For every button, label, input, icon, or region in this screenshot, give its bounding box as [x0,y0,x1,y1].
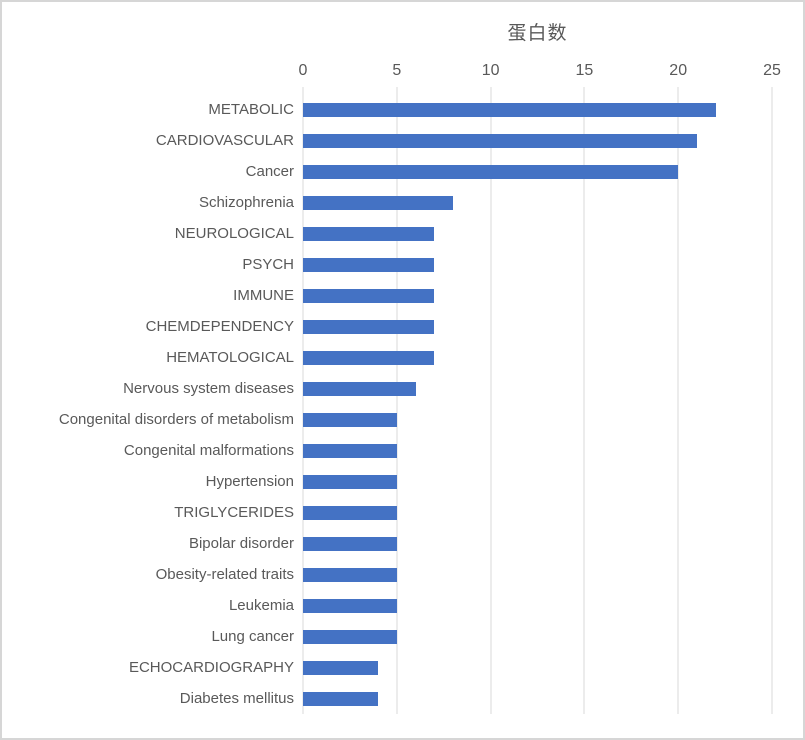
category-label-cardiovascular: CARDIOVASCULAR [155,132,294,149]
x-tick-label-5: 5 [392,62,402,79]
category-label-lung-cancer: Lung cancer [211,628,294,645]
x-tick-label-25: 25 [763,62,781,79]
category-label-obesity-related-traits: Obesity-related traits [155,566,294,583]
category-label-chemdependency: CHEMDEPENDENCY [145,318,294,335]
category-label-schizophrenia: Schizophrenia [198,194,294,211]
bar-row-neurological [303,218,772,249]
bar-row-congenital-disorders-of-metabolism [303,404,772,435]
bar-diabetes-mellitus [303,691,379,706]
bar-congenital-disorders-of-metabolism [303,412,397,427]
bar-chemdependency [303,319,435,334]
bar-row-hematological [303,342,772,373]
category-label-nervous-system-diseases: Nervous system diseases [123,380,294,397]
bar-schizophrenia [303,195,454,210]
bar-row-lung-cancer [303,621,772,652]
category-label-hypertension: Hypertension [205,473,294,490]
bar-cancer [303,164,679,179]
gridline-10 [490,87,492,714]
bar-cardiovascular [303,133,697,148]
bar-row-obesity-related-traits [303,559,772,590]
category-label-echocardiography: ECHOCARDIOGRAPHY [128,659,294,676]
bar-row-congenital-malformations [303,435,772,466]
bar-row-diabetes-mellitus [303,683,772,714]
bar-row-echocardiography [303,652,772,683]
category-label-congenital-disorders-of-metabolism: Congenital disorders of metabolism [58,411,294,428]
bar-lung-cancer [303,629,397,644]
bar-row-metabolic [303,94,772,125]
category-axis-line [302,87,304,714]
bar-row-leukemia [303,590,772,621]
gridline-15 [583,87,585,714]
bar-congenital-malformations [303,443,397,458]
gridline-20 [677,87,679,714]
category-label-triglycerides: TRIGLYCERIDES [174,504,294,521]
gridline-25 [771,87,773,714]
bar-hypertension [303,474,397,489]
category-label-diabetes-mellitus: Diabetes mellitus [179,690,294,707]
bar-nervous-system-diseases [303,381,416,396]
bar-neurological [303,226,435,241]
x-tick-label-10: 10 [481,62,500,79]
bar-row-cardiovascular [303,125,772,156]
bar-row-chemdependency [303,311,772,342]
gridline-5 [396,87,398,714]
bar-row-immune [303,280,772,311]
bar-metabolic [303,102,716,117]
category-label-congenital-malformations: Congenital malformations [123,442,294,459]
category-label-hematological: HEMATOLOGICAL [166,349,294,366]
bar-row-schizophrenia [303,187,772,218]
category-label-metabolic: METABOLIC [208,101,294,118]
bar-leukemia [303,598,397,613]
bar-row-bipolar-disorder [303,528,772,559]
bar-obesity-related-traits [303,567,397,582]
bar-row-cancer [303,156,772,187]
category-label-neurological: NEUROLOGICAL [174,225,294,242]
x-tick-label-20: 20 [669,62,688,79]
bar-immune [303,288,435,303]
gridlines [302,87,773,714]
x-axis-ticks: 0 5 10 15 20 25 [299,62,781,84]
chart-title: 蛋白数 [507,23,568,44]
bar-echocardiography [303,660,379,675]
bar-row-hypertension [303,466,772,497]
bar-psych [303,257,435,272]
bar-series [303,94,772,714]
bar-triglycerides [303,505,397,520]
category-label-cancer: Cancer [245,163,294,180]
bar-row-triglycerides [303,497,772,528]
category-axis: METABOLIC CARDIOVASCULAR Cancer Schizophren… [2,94,294,714]
category-label-psych: PSYCH [242,256,294,273]
bar-hematological [303,350,435,365]
bar-row-nervous-system-diseases [303,373,772,404]
bar-bipolar-disorder [303,536,397,551]
bar-row-psych [303,249,772,280]
x-tick-label-15: 15 [575,62,594,79]
category-label-immune: IMMUNE [233,287,294,304]
x-tick-label-0: 0 [298,62,308,79]
category-label-bipolar-disorder: Bipolar disorder [188,535,294,552]
category-label-leukemia: Leukemia [228,597,294,614]
